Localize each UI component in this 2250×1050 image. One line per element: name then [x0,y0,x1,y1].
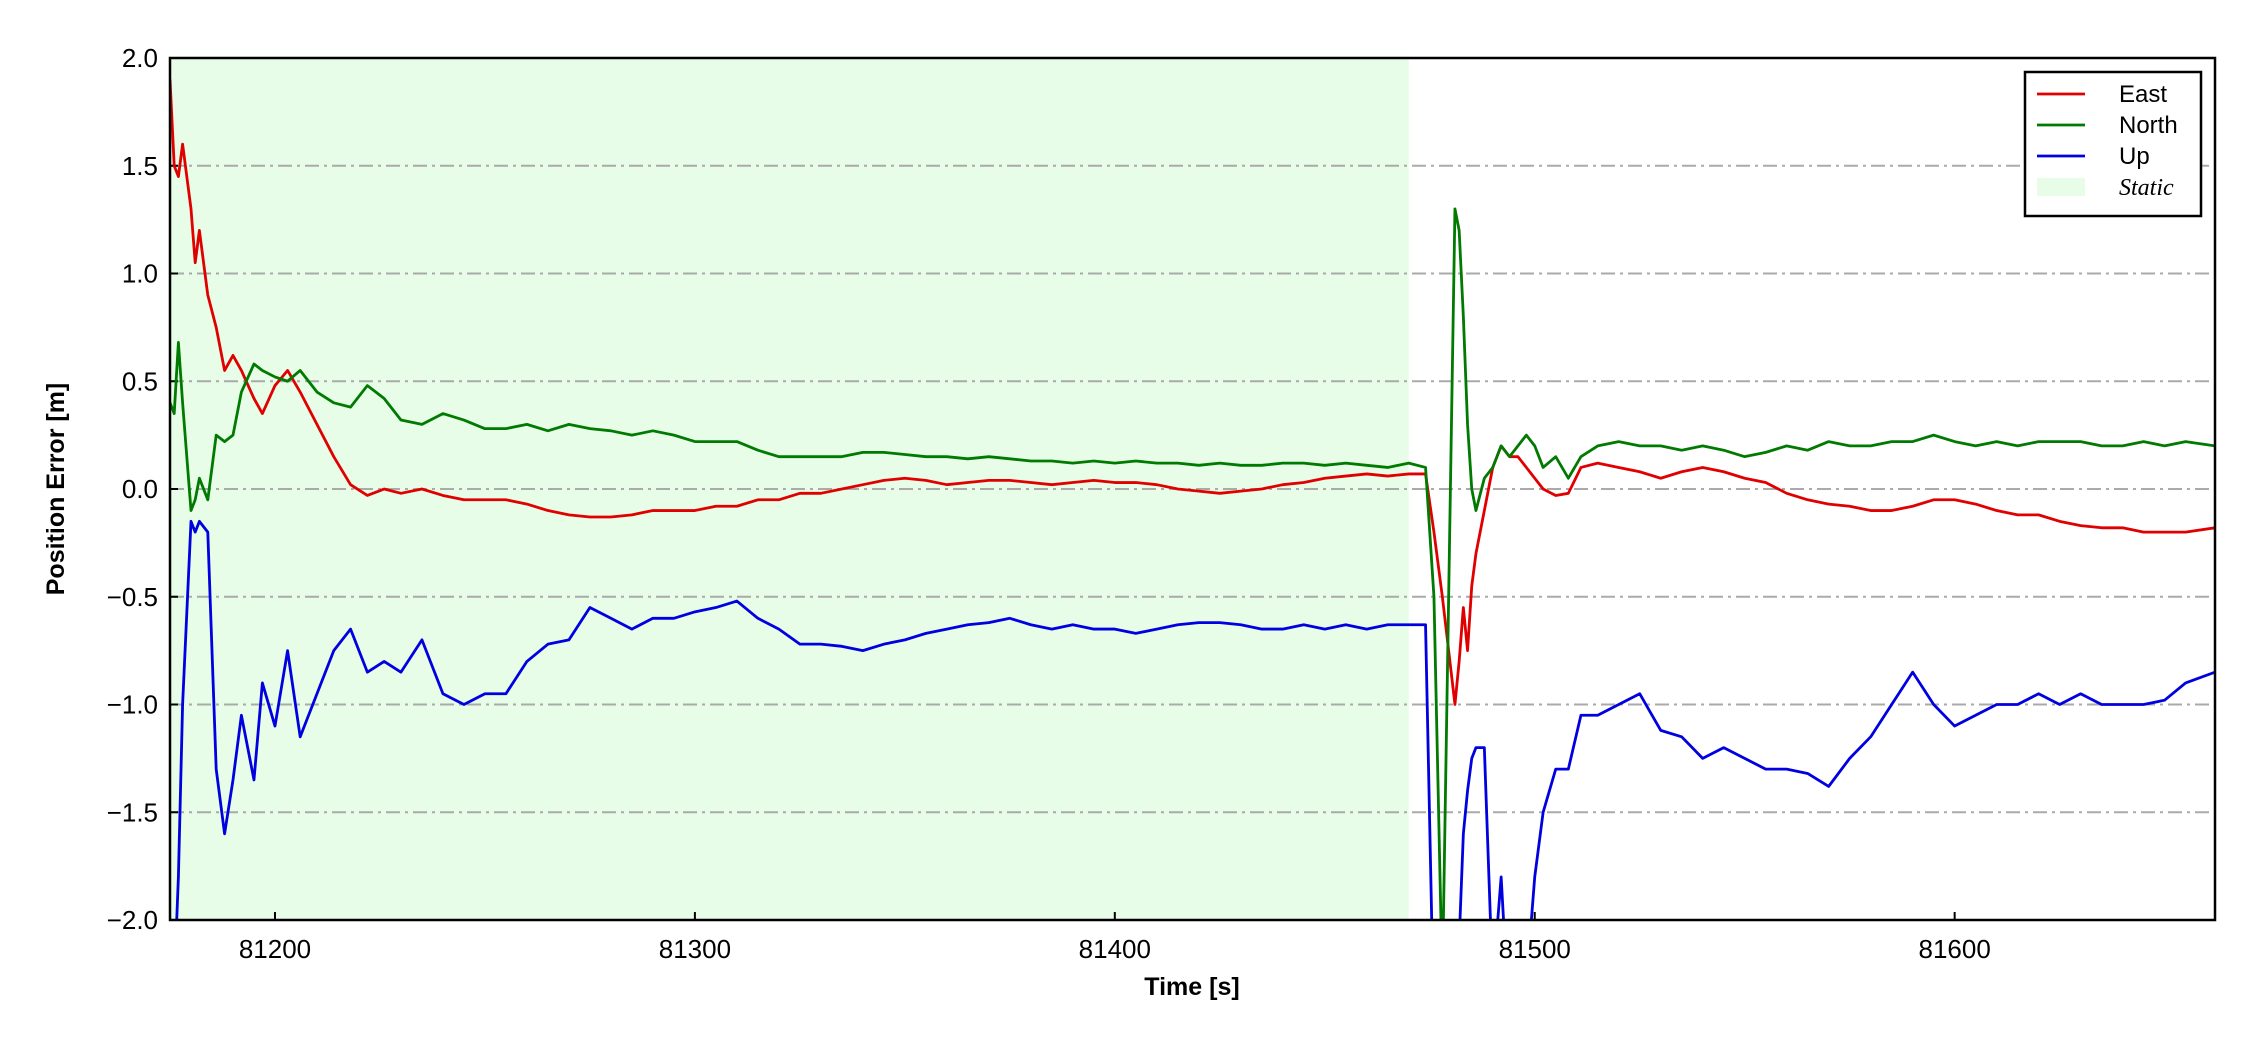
series-line [170,207,2215,920]
y-tick-label: −0.5 [107,582,158,612]
x-tick-label: 81200 [239,934,311,964]
y-tick-label: 1.5 [122,151,158,181]
x-tick-label: 81600 [1918,934,1990,964]
legend-label: East [2119,81,2167,108]
y-tick-label: 2.0 [122,43,158,73]
y-tick-label: −2.0 [107,905,158,935]
y-tick-label: −1.0 [107,690,158,720]
legend-swatch [2037,178,2085,196]
series-line [175,519,2215,920]
y-tick-label: −1.5 [107,797,158,827]
x-tick-label: 81300 [659,934,731,964]
legend-label: North [2119,112,2178,139]
y-tick-label: 0.5 [122,366,158,396]
x-tick-label: 81400 [1079,934,1151,964]
legend-label: Up [2119,143,2150,170]
y-tick-label: 0.0 [122,474,158,504]
legend-label: Static [2119,175,2174,201]
x-axis-label: Time [s] [1144,973,1239,1001]
x-tick-label: 81500 [1499,934,1571,964]
series-line [170,79,2215,706]
plot-lines [170,79,2215,920]
y-axis-label: Position Error [m] [42,383,70,596]
plot-frame [168,56,2217,922]
y-tick-label: 1.0 [122,259,158,289]
